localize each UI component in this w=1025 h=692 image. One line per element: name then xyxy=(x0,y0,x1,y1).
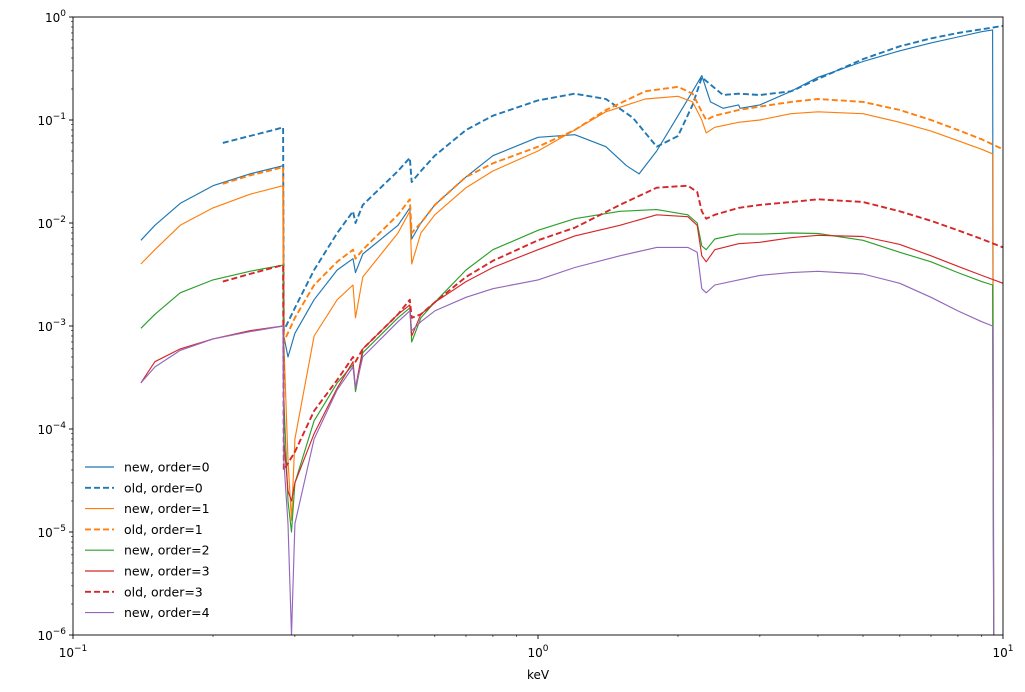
legend-label-6: old, order=3 xyxy=(124,584,203,599)
y-tick-label-3: 10−3 xyxy=(37,318,66,334)
series-line-3 xyxy=(222,85,1003,343)
series-line-1 xyxy=(222,24,1003,332)
y-tick-label-1: 10−5 xyxy=(37,524,66,540)
series-line-6 xyxy=(222,184,1003,471)
legend-label-0: new, order=0 xyxy=(124,460,210,475)
x-axis-label: keV xyxy=(527,668,550,682)
series-line-7 xyxy=(140,246,995,635)
legend-label-5: new, order=3 xyxy=(124,564,210,579)
ticks-layer: 10−1 100 101 10−6 10−5 10−4 10−3 10−2 10−1 100 xyxy=(37,9,1013,660)
series-line-2 xyxy=(140,95,995,635)
legend-label-4: new, order=2 xyxy=(124,543,210,558)
legend-label-2: new, order=1 xyxy=(124,501,210,516)
series-line-5 xyxy=(140,214,1003,502)
legend-label-3: old, order=1 xyxy=(124,522,203,537)
legend-label-7: new, order=4 xyxy=(124,605,210,620)
series-layer xyxy=(140,24,1003,635)
y-tick-label-6: 100 xyxy=(45,9,66,25)
x-tick-label-0: 10−1 xyxy=(59,644,88,660)
x-tick-label-1: 100 xyxy=(527,644,548,660)
series-line-0 xyxy=(140,29,995,635)
y-tick-label-5: 10−1 xyxy=(37,112,66,128)
y-tick-label-0: 10−6 xyxy=(37,627,66,643)
x-tick-label-2: 101 xyxy=(992,644,1013,660)
legend-label-1: old, order=0 xyxy=(124,480,203,495)
y-tick-label-2: 10−4 xyxy=(37,421,66,437)
legend: new, order=0 old, order=0 new, order=1 old,… xyxy=(85,460,210,620)
y-tick-label-4: 10−2 xyxy=(37,215,66,231)
